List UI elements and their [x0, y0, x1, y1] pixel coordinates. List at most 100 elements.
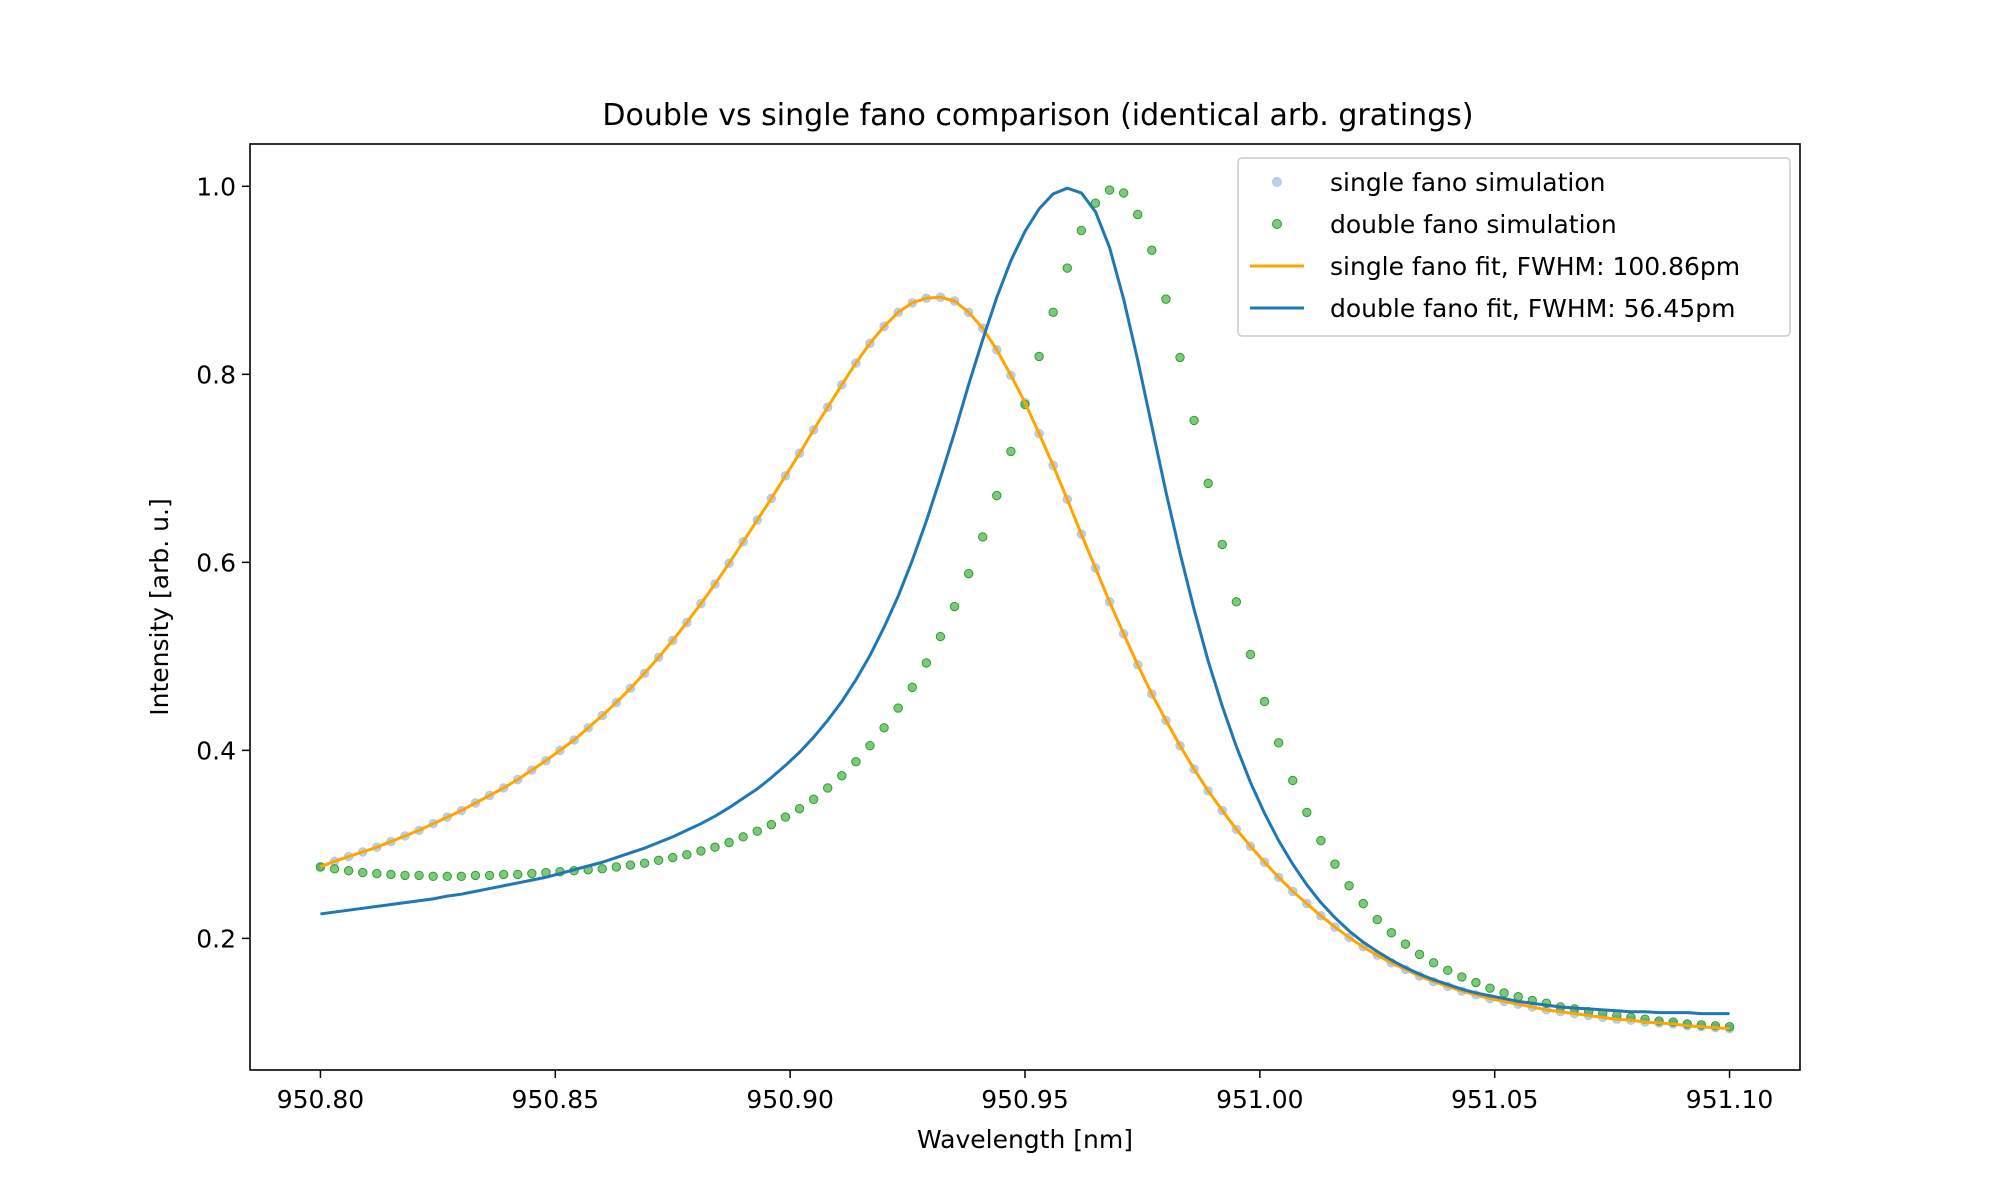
legend-item-single-fano-fit-fwhm-100-86pm: single fano fit, FWHM: 100.86pm: [1250, 252, 1740, 281]
series-line: [320, 186, 1730, 1016]
data-point: [1344, 881, 1354, 891]
x-tick-label: 951.10: [1686, 1085, 1773, 1114]
data-point: [358, 867, 368, 878]
data-point: [1428, 958, 1439, 968]
data-point: [837, 771, 847, 781]
data-point: [1358, 898, 1368, 909]
data-point: [428, 871, 438, 882]
data-point: [400, 870, 410, 881]
data-point: [386, 869, 396, 880]
x-axis-label: Wavelength [nm]: [917, 1125, 1133, 1154]
data-point: [865, 740, 875, 751]
data-point: [1048, 307, 1058, 317]
series-line: [319, 295, 1730, 1031]
data-point: [1457, 972, 1467, 982]
data-point: [498, 869, 509, 880]
data-point: [1175, 352, 1185, 363]
data-point: [766, 819, 777, 830]
data-point: [527, 868, 537, 879]
data-point: [1118, 188, 1129, 198]
data-point: [343, 866, 354, 876]
data-point: [1076, 225, 1087, 236]
data-point: [1288, 775, 1298, 786]
series-double-fano-fit-fwhm-56-45pm: [320, 186, 1730, 1016]
data-point: [1499, 988, 1509, 998]
data-point: [710, 842, 720, 852]
data-point: [992, 490, 1002, 501]
axes: 950.80 950.85 950.90 950.95 951.00 951.05 951.…: [196, 172, 1773, 1114]
legend-label: single fano fit, FWHM: 100.86pm: [1330, 252, 1740, 281]
legend-label: double fano fit, FWHM: 56.45pm: [1330, 294, 1735, 323]
plot-area: [315, 185, 1735, 1034]
data-point: [1217, 539, 1227, 550]
data-point: [963, 568, 974, 579]
data-point: [879, 723, 889, 733]
data-point: [1316, 835, 1326, 846]
data-point: [1414, 949, 1425, 960]
data-point: [1231, 597, 1242, 607]
data-point: [935, 631, 946, 642]
legend-swatch: [1272, 177, 1282, 187]
data-point: [1161, 294, 1171, 304]
data-point: [611, 862, 622, 872]
legend-item-single-fano-simulation: single fano simulation: [1272, 168, 1606, 197]
data-point: [414, 870, 424, 881]
data-point: [724, 837, 734, 848]
data-point: [921, 658, 932, 668]
data-point: [329, 864, 340, 874]
data-point: [1203, 478, 1213, 489]
data-point: [1471, 977, 1481, 988]
data-point: [1133, 209, 1143, 220]
data-point: [1104, 185, 1115, 195]
legend-swatch: [1272, 219, 1282, 229]
data-point: [456, 871, 467, 882]
y-tick-label: 1.0: [196, 172, 236, 201]
data-point: [1006, 446, 1016, 457]
data-point: [653, 855, 664, 866]
data-point: [780, 812, 791, 822]
series-double-fano-simulation: [315, 185, 1735, 1032]
data-point: [442, 871, 452, 882]
data-point: [1245, 649, 1256, 660]
y-tick-label: 0.4: [196, 736, 236, 765]
data-point: [1400, 939, 1411, 949]
data-point: [949, 601, 960, 612]
data-point: [1189, 415, 1199, 426]
data-point: [907, 682, 917, 693]
data-point: [625, 860, 636, 870]
y-axis-label: Intensity [arb. u.]: [145, 498, 174, 715]
data-point: [1273, 738, 1284, 748]
data-point: [823, 783, 833, 793]
data-point: [1443, 965, 1453, 976]
y-tick-label: 0.2: [196, 924, 236, 953]
chart-title: Double vs single fano comparison (identi…: [602, 98, 1473, 133]
x-tick-label: 950.80: [277, 1085, 364, 1114]
data-point: [1485, 983, 1495, 993]
x-tick-label: 950.90: [746, 1085, 833, 1114]
data-point: [470, 870, 481, 881]
data-point: [1062, 263, 1072, 273]
data-point: [372, 868, 382, 879]
data-point: [978, 532, 988, 542]
data-point: [1147, 245, 1157, 255]
legend-item-double-fano-fit-fwhm-56-45pm: double fano fit, FWHM: 56.45pm: [1250, 294, 1735, 323]
data-point: [513, 869, 523, 880]
legend: single fano simulation double fano simula…: [1237, 157, 1791, 337]
x-tick-label: 950.85: [512, 1085, 599, 1114]
data-point: [1034, 351, 1044, 362]
x-tick-label: 951.05: [1451, 1085, 1538, 1114]
data-point: [1330, 859, 1340, 869]
legend-label: double fano simulation: [1330, 210, 1617, 239]
data-point: [484, 870, 495, 881]
data-point: [639, 858, 650, 868]
data-point: [1090, 198, 1101, 208]
data-point: [794, 803, 805, 814]
data-point: [851, 756, 861, 767]
data-point: [1302, 807, 1312, 818]
data-point: [1259, 696, 1270, 707]
data-point: [1386, 928, 1397, 938]
y-tick-label: 0.8: [196, 360, 236, 389]
legend-item-double-fano-simulation: double fano simulation: [1272, 210, 1617, 239]
data-point: [696, 846, 706, 856]
